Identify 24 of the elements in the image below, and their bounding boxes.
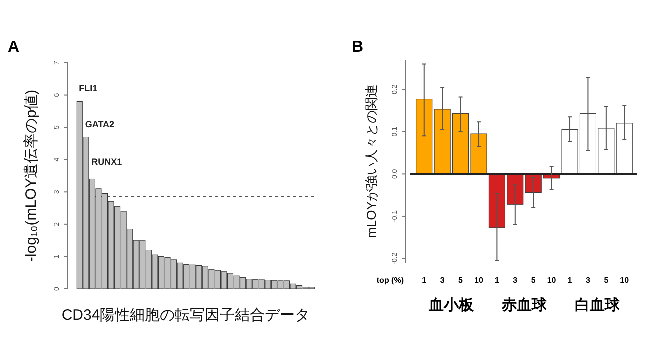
y-axis-title: -log₁₀(mLOY遺伝率のp値) <box>23 90 40 262</box>
text: 白血球 <box>574 297 621 314</box>
x-axis-title: top (%) <box>376 276 404 285</box>
text: 赤血球 <box>501 297 548 314</box>
x-axis-title: CD34陽性細胞の転写因子結合データ <box>62 307 310 324</box>
x-tick-label: 5 <box>531 276 536 285</box>
x-tick-label: 5 <box>604 276 610 285</box>
chart-title: A <box>8 39 20 56</box>
x-tick-label: 1 <box>422 276 428 285</box>
y-axis-title: mLOYが強い人々との関連 <box>364 84 379 238</box>
annotation: GATA2 <box>85 119 115 130</box>
x-tick-label: 10 <box>547 276 557 285</box>
x-tick-label: 1 <box>494 276 500 285</box>
x-tick-label: 3 <box>513 276 518 285</box>
annotation: FLI1 <box>79 84 98 94</box>
x-tick-label: 1 <box>568 276 573 285</box>
x-tick-label: 3 <box>440 276 446 285</box>
annotation: RUNX1 <box>92 157 122 168</box>
chart-title: B <box>352 39 364 56</box>
x-tick-label: 10 <box>620 276 630 285</box>
x-tick-label: 3 <box>586 276 591 285</box>
text: 血小板 <box>428 297 476 314</box>
x-tick-label: 5 <box>458 276 464 285</box>
x-tick-label: 10 <box>474 276 484 285</box>
